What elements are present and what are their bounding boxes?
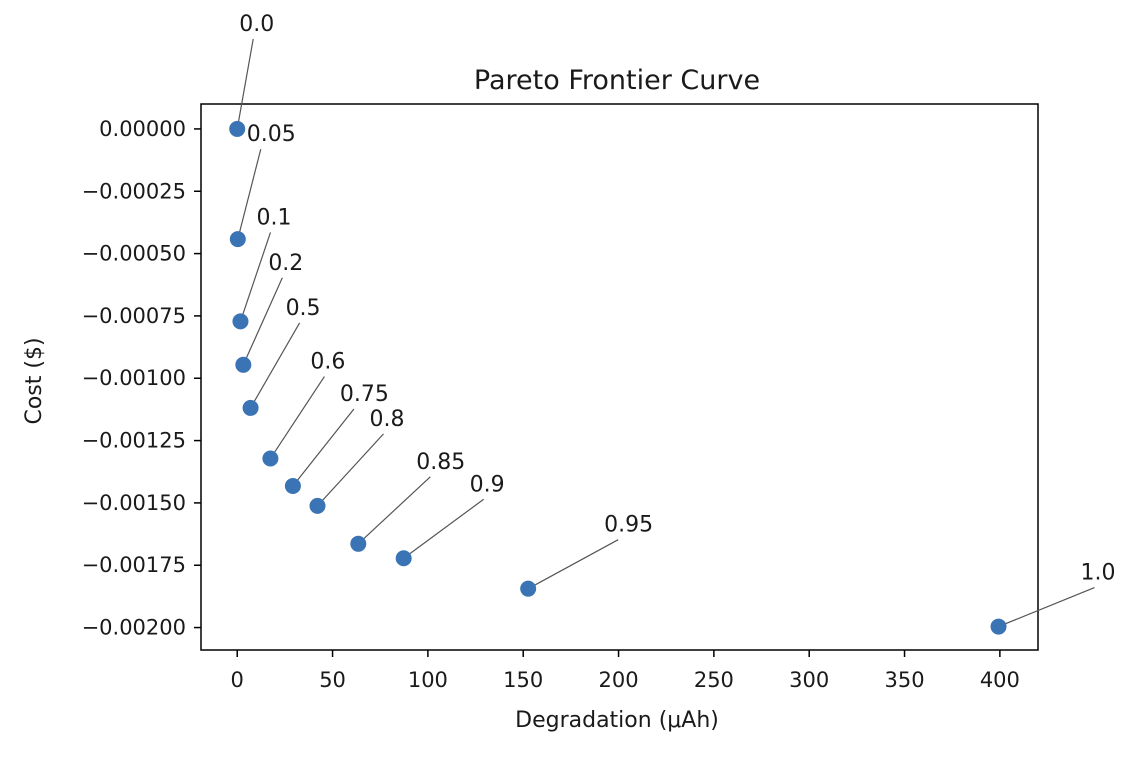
annotation-leader [269, 376, 325, 459]
point-label: 0.1 [256, 205, 291, 230]
x-tick-label: 300 [789, 668, 829, 692]
x-tick-label: 100 [408, 668, 448, 692]
point-label: 0.95 [604, 513, 653, 538]
y-tick-label: −0.00175 [82, 553, 186, 577]
x-tick-label: 150 [503, 668, 543, 692]
annotation-leader [998, 587, 1095, 628]
data-point [242, 399, 259, 416]
point-label: 0.6 [310, 350, 345, 375]
y-axis-label: Cost ($) [22, 337, 47, 424]
x-tick-label: 0 [231, 668, 244, 692]
annotation-leader [292, 408, 355, 487]
data-point [235, 356, 252, 373]
annotation-leaders [236, 38, 1095, 628]
annotation-leader [403, 498, 485, 559]
x-tick-label: 200 [598, 668, 638, 692]
data-point [520, 580, 537, 597]
point-label: 0.0 [239, 12, 274, 37]
plot-frame [200, 103, 1039, 651]
annotation-leader [357, 476, 431, 545]
point-annotations: 0.0 0.05 0.1 0.2 0.5 0.6 0.750.8 0.850.9 0.95 1.0 [239, 12, 1115, 586]
y-tick-label: −0.00100 [82, 366, 186, 390]
x-tick-label: 250 [694, 668, 734, 692]
point-label: 0.9 [470, 472, 505, 497]
data-point [284, 477, 301, 494]
y-axis: 0.00000 −0.00025 −0.00050 −0.00075 −0.00100 −… [82, 117, 201, 640]
data-point [229, 120, 246, 137]
data-point [232, 313, 249, 330]
data-points [229, 120, 1007, 635]
x-tick-label: 400 [980, 668, 1020, 692]
y-tick-label: −0.00125 [82, 429, 186, 453]
annotation-leader [527, 539, 619, 590]
point-label: 1.0 [1081, 561, 1116, 586]
annotation-leader [239, 232, 272, 322]
x-tick-label: 350 [884, 668, 924, 692]
chart-title: Pareto Frontier Curve [474, 65, 760, 96]
data-point [395, 550, 412, 567]
x-tick-label: 50 [319, 668, 346, 692]
point-label: 0.05 [247, 122, 296, 147]
y-tick-label: −0.00075 [82, 304, 186, 328]
y-tick-label: −0.00025 [82, 179, 186, 203]
data-point [990, 618, 1007, 635]
point-label: 0.5 [286, 296, 321, 321]
y-tick-label: −0.00050 [82, 242, 186, 266]
point-label: 0.85 [416, 450, 465, 475]
data-point [309, 497, 326, 514]
annotation-leader [317, 433, 384, 507]
y-tick-label: −0.00150 [82, 491, 186, 515]
point-label: 0.8 [369, 407, 404, 432]
data-point [229, 231, 246, 248]
y-tick-label: −0.00200 [82, 616, 186, 640]
x-axis: 0 50 100 150 200 250 300 350 400 [231, 650, 1020, 692]
annotation-leader [242, 277, 283, 366]
point-label: 0.2 [268, 251, 303, 276]
data-point [262, 450, 279, 467]
annotation-leader [250, 322, 301, 409]
y-tick-label: 0.00000 [99, 117, 186, 141]
data-point [350, 535, 367, 552]
annotation-leader [236, 38, 254, 130]
x-axis-label: Degradation (μAh) [515, 708, 719, 733]
annotation-leader [237, 148, 262, 240]
point-label: 0.75 [340, 382, 389, 407]
